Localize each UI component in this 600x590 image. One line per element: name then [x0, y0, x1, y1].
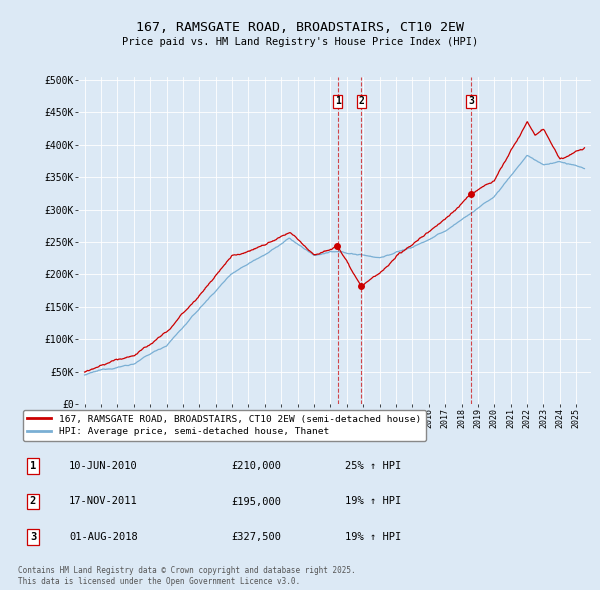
- Text: 167, RAMSGATE ROAD, BROADSTAIRS, CT10 2EW: 167, RAMSGATE ROAD, BROADSTAIRS, CT10 2E…: [136, 21, 464, 34]
- Text: 3: 3: [30, 532, 36, 542]
- Text: 1: 1: [30, 461, 36, 471]
- Text: 01-AUG-2018: 01-AUG-2018: [69, 532, 138, 542]
- Text: 19% ↑ HPI: 19% ↑ HPI: [345, 532, 401, 542]
- Text: £195,000: £195,000: [231, 497, 281, 506]
- Text: 3: 3: [468, 96, 474, 106]
- Text: 1: 1: [335, 96, 341, 106]
- Legend: 167, RAMSGATE ROAD, BROADSTAIRS, CT10 2EW (semi-detached house), HPI: Average pr: 167, RAMSGATE ROAD, BROADSTAIRS, CT10 2E…: [23, 410, 425, 441]
- Text: £210,000: £210,000: [231, 461, 281, 471]
- Text: £327,500: £327,500: [231, 532, 281, 542]
- Text: Contains HM Land Registry data © Crown copyright and database right 2025.
This d: Contains HM Land Registry data © Crown c…: [18, 566, 356, 586]
- Text: 2: 2: [358, 96, 364, 106]
- Text: 2: 2: [30, 497, 36, 506]
- Text: 10-JUN-2010: 10-JUN-2010: [69, 461, 138, 471]
- Text: Price paid vs. HM Land Registry's House Price Index (HPI): Price paid vs. HM Land Registry's House …: [122, 37, 478, 47]
- Text: 19% ↑ HPI: 19% ↑ HPI: [345, 497, 401, 506]
- Text: 25% ↑ HPI: 25% ↑ HPI: [345, 461, 401, 471]
- Text: 17-NOV-2011: 17-NOV-2011: [69, 497, 138, 506]
